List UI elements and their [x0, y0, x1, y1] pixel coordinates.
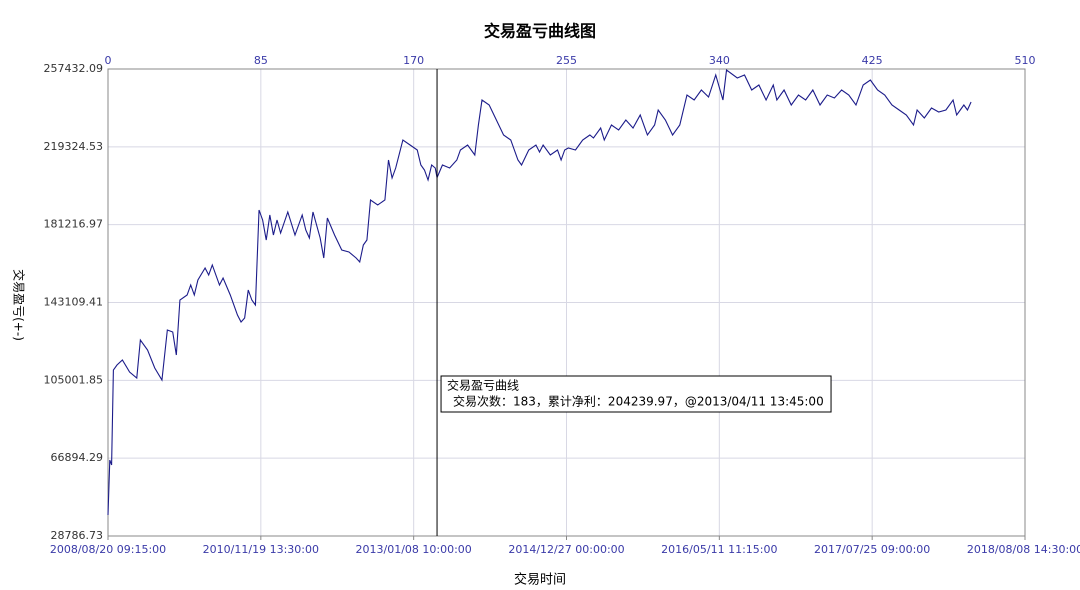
chart-title: 交易盈亏曲线图: [484, 22, 596, 41]
line: [107, 68, 972, 516]
x-tick-label: 2018/08/08 14:30:00: [967, 543, 1080, 556]
x-tick-label: 2008/08/20 09:15:00: [50, 543, 166, 556]
y-tick-label: 105001.85: [44, 373, 104, 386]
x-top-tick-label: 85: [254, 54, 268, 67]
tooltip-text: 交易次数：183，累计净利：204239.97，@2013/04/11 13:4…: [453, 394, 824, 409]
x-tick-label: 2014/12/27 00:00:00: [508, 543, 624, 556]
y-tick-label: 143109.41: [44, 296, 104, 309]
y-tick-label: 219324.53: [44, 140, 104, 153]
x-axis-label: 交易时间: [514, 572, 566, 588]
tooltip-title: 交易盈亏曲线: [447, 378, 519, 393]
x-top-tick-label: 255: [556, 54, 577, 67]
x-top-tick-label: 510: [1015, 54, 1036, 67]
y-tick-label: 257432.09: [44, 62, 104, 75]
y-tick-label: 181216.97: [44, 218, 104, 231]
x-tick-label: 2017/07/25 09:00:00: [814, 543, 930, 556]
x-top-tick-label: 170: [403, 54, 424, 67]
x-top-tick-label: 340: [709, 54, 730, 67]
tooltip-box: [440, 375, 832, 413]
y-tick-label: 66894.29: [51, 451, 104, 464]
x-tick-label: 2013/01/08 10:00:00: [356, 543, 472, 556]
x-top-tick-label: 425: [862, 54, 883, 67]
x-top-tick-label: 0: [105, 54, 112, 67]
y-tick-label: 28786.73: [51, 529, 104, 542]
plot-border: [107, 68, 1026, 537]
x-tick-label: 2010/11/19 13:30:00: [203, 543, 319, 556]
y-axis-label: 交易盈亏(+-): [12, 269, 27, 341]
x-tick-label: 2016/05/11 11:15:00: [661, 543, 777, 556]
